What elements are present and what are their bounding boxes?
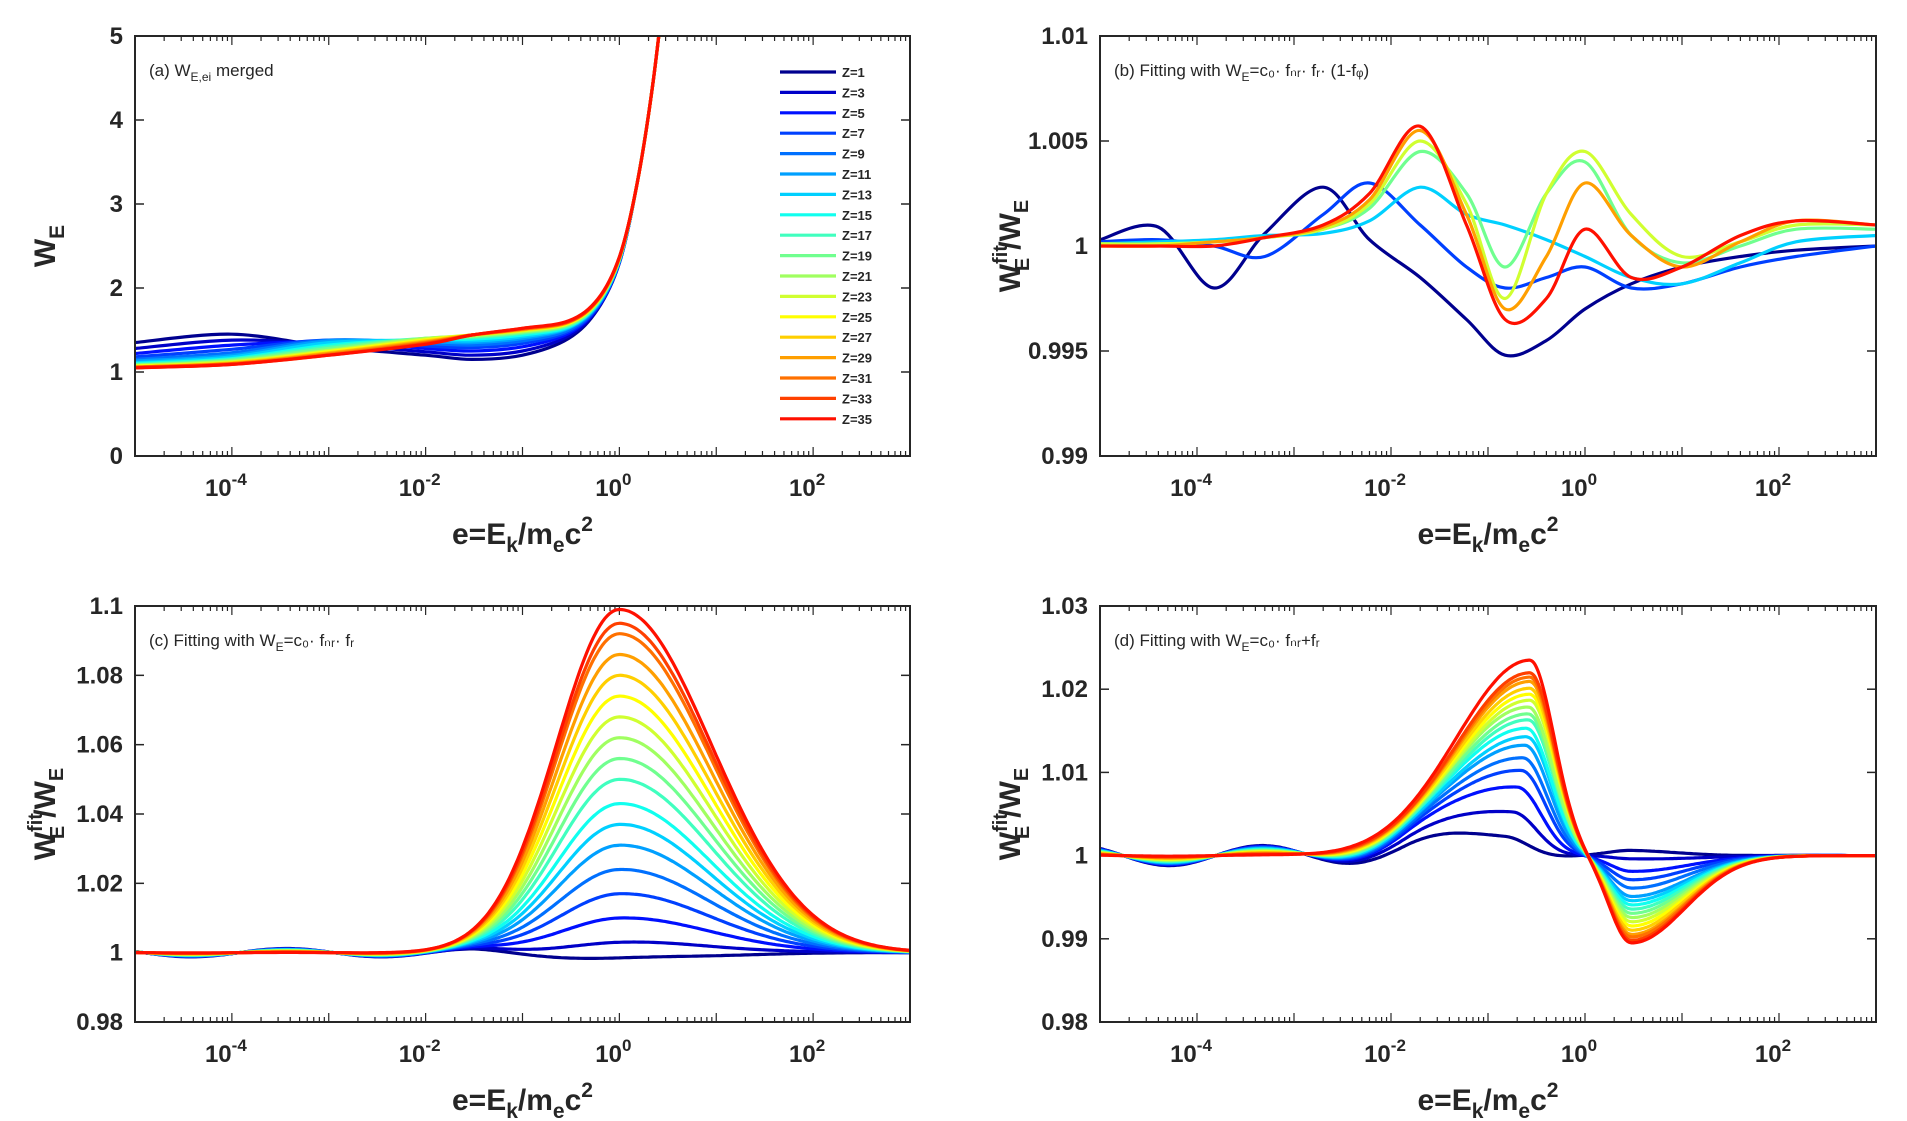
series-line-z-35 xyxy=(1100,124,1876,326)
panel-annotation: (b) Fitting with WE=c₀· fₙᵣ· fᵣ· (1-fᵩ) xyxy=(1114,61,1369,84)
x-tick-label: 100 xyxy=(1561,470,1597,502)
series-line-z-13 xyxy=(1100,185,1876,287)
y-tick-label: 1.005 xyxy=(1028,128,1088,155)
y-tick-label: 1.06 xyxy=(76,732,123,759)
y-axis-label: WE xyxy=(29,225,69,267)
x-tick-label: 10-2 xyxy=(399,470,441,502)
y-axis-label: WfitE/WE xyxy=(25,768,69,861)
series-group xyxy=(135,607,910,961)
legend-label: Z=27 xyxy=(842,330,872,345)
y-tick-label: 1.01 xyxy=(1041,759,1088,786)
plot-area xyxy=(1100,606,1876,1022)
x-tick-label: 100 xyxy=(595,470,631,502)
legend-label: Z=35 xyxy=(842,412,872,427)
x-tick-label: 10-2 xyxy=(399,1036,441,1068)
legend-label: Z=15 xyxy=(842,208,872,223)
y-tick-label: 1.04 xyxy=(76,801,123,828)
y-tick-label: 1.02 xyxy=(76,870,123,897)
legend-label: Z=33 xyxy=(842,391,872,406)
x-tick-label: 100 xyxy=(1561,1036,1597,1068)
y-tick-label: 2 xyxy=(110,275,123,302)
x-axis-label: e=Ek/mec2 xyxy=(1418,1079,1559,1121)
x-tick-label: 10-4 xyxy=(205,470,247,502)
x-tick-label: 10-4 xyxy=(205,1036,247,1068)
y-tick-label: 4 xyxy=(110,107,124,134)
legend-label: Z=5 xyxy=(842,106,865,121)
y-tick-label: 0.99 xyxy=(1041,926,1088,953)
y-tick-label: 1.03 xyxy=(1041,593,1088,620)
x-tick-label: 102 xyxy=(1755,470,1791,502)
series-group xyxy=(135,36,661,370)
y-tick-label: 0.98 xyxy=(76,1009,123,1036)
plot-area xyxy=(135,606,910,1022)
legend-label: Z=3 xyxy=(842,85,865,100)
x-tick-label: 102 xyxy=(789,470,825,502)
y-tick-label: 0 xyxy=(110,443,123,470)
x-tick-label: 10-4 xyxy=(1170,470,1212,502)
legend-label: Z=7 xyxy=(842,126,865,141)
y-tick-label: 1 xyxy=(110,940,123,967)
panel-annotation: (d) Fitting with WE=c₀· fₙᵣ+fᵣ xyxy=(1114,631,1320,654)
legend-label: Z=19 xyxy=(842,249,872,264)
legend-label: Z=17 xyxy=(842,228,872,243)
y-tick-label: 1.02 xyxy=(1041,676,1088,703)
y-tick-label: 1.08 xyxy=(76,662,123,689)
series-group xyxy=(1100,124,1876,358)
legend-label: Z=31 xyxy=(842,371,872,386)
plot-frame xyxy=(134,35,911,457)
x-axis-label: e=Ek/mec2 xyxy=(1418,513,1559,557)
legend-label: Z=13 xyxy=(842,187,872,202)
y-tick-label: 0.98 xyxy=(1041,1009,1088,1036)
series-line-z-35 xyxy=(135,36,661,370)
y-tick-label: 1 xyxy=(1075,233,1088,260)
panel-annotation: (c) Fitting with WE=c₀· fₙᵣ· fᵣ xyxy=(149,631,354,654)
panel-a: 10-4 10-2 100 102 0 1 2 3 4 5 e=Ek/mec2 WE (a) WE,ei… xyxy=(29,23,911,557)
legend-label: Z=21 xyxy=(842,269,872,284)
y-tick-label: 3 xyxy=(110,191,123,218)
legend-label: Z=1 xyxy=(842,65,865,80)
series-group xyxy=(1100,658,1876,945)
y-tick-label: 5 xyxy=(110,23,123,50)
x-tick-label: 100 xyxy=(595,1036,631,1068)
y-tick-label: 1.1 xyxy=(90,593,123,620)
panel-b: 10-4 10-2 100 102 0.99 0.995 1 1.005 1.01 e=Ek/me… xyxy=(990,23,1877,557)
plot-area xyxy=(135,36,910,456)
x-axis-label: e=Ek/mec2 xyxy=(452,1079,593,1121)
panel-annotation: (a) WE,ei merged xyxy=(149,61,274,84)
panel-d: 10-4 10-2 100 102 0.98 0.99 1 1.01 1.02 1.03 e=Ek/… xyxy=(990,593,1877,1121)
y-axis-label: WfitE/WE xyxy=(990,768,1034,861)
y-axis-label: WfitE/WE xyxy=(990,200,1034,293)
plot-frame xyxy=(1099,605,1877,1023)
x-axis-label: e=Ek/mec2 xyxy=(452,513,593,557)
y-tick-label: 1 xyxy=(1075,843,1088,870)
legend-label: Z=23 xyxy=(842,289,872,304)
plot-frame xyxy=(1099,35,1877,457)
x-tick-label: 102 xyxy=(1755,1036,1791,1068)
x-tick-label: 10-2 xyxy=(1364,1036,1406,1068)
legend-label: Z=11 xyxy=(842,167,871,182)
y-tick-label: 0.99 xyxy=(1041,443,1088,470)
x-tick-label: 102 xyxy=(789,1036,825,1068)
series-line-z-35 xyxy=(135,607,910,955)
legend-label: Z=29 xyxy=(842,351,872,366)
y-tick-label: 1.01 xyxy=(1041,23,1088,50)
legend-label: Z=9 xyxy=(842,147,865,162)
series-line-z-35 xyxy=(1100,658,1876,945)
legend-label: Z=25 xyxy=(842,310,872,325)
x-tick-label: 10-4 xyxy=(1170,1036,1212,1068)
legend: Z=1 Z=3 Z=5 Z=7 Z=9 Z=11 Z=13 Z=15 Z=17 Z=19 Z=21 Z… xyxy=(780,65,872,427)
y-tick-label: 0.995 xyxy=(1028,338,1088,365)
x-tick-label: 10-2 xyxy=(1364,470,1406,502)
y-tick-label: 1 xyxy=(110,359,123,386)
plot-frame xyxy=(134,605,911,1023)
panel-c: 10-4 10-2 100 102 0.98 1 1.02 1.04 1.06 1.08 1.1 e=… xyxy=(25,593,911,1121)
series-line-z-1 xyxy=(1100,185,1876,358)
